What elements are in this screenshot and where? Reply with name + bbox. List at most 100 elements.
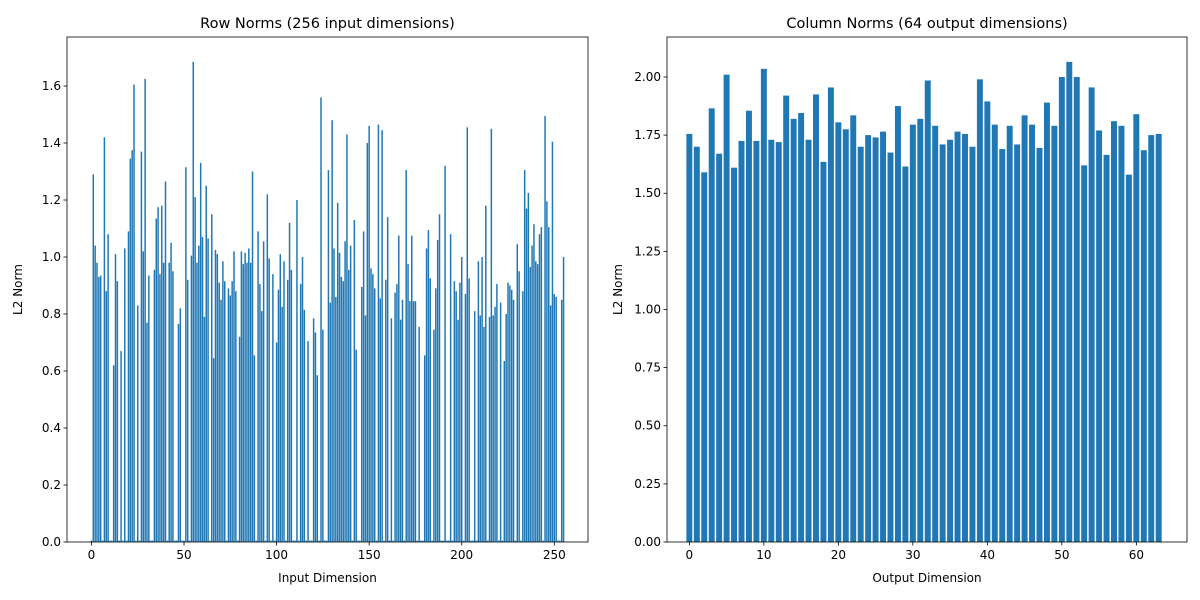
bar [446,540,448,542]
bar [272,274,274,542]
bar [1081,165,1088,543]
bar [105,291,107,542]
bar [939,144,946,543]
bar [133,84,135,543]
bar [436,239,439,542]
bar [175,540,178,542]
bar [142,251,145,542]
bar [548,227,550,543]
bar [379,298,382,542]
bar [364,315,367,542]
bar [381,130,383,542]
bar [198,245,200,542]
y-tick-label: 1.0 [42,250,61,264]
x-tick-label: 30 [905,548,920,562]
bar [209,540,211,542]
bar [414,301,417,542]
bar [211,214,213,542]
bar [562,257,565,542]
bar [170,242,172,543]
bar [457,319,459,542]
bar [549,305,552,542]
bar [1088,87,1095,543]
bar [157,207,159,543]
bar [416,540,419,542]
bar [962,133,968,543]
bar [522,291,524,542]
x-tick-label: 100 [265,548,288,562]
bar [368,125,370,543]
bar [453,281,456,542]
bar [301,257,304,542]
bar [924,80,931,542]
x-tick-label: 0 [88,548,96,562]
x-tick-label: 10 [756,548,771,562]
bar [842,129,849,542]
bar [222,261,224,542]
bar [460,257,463,542]
bar [536,264,539,542]
bar [111,540,113,542]
bar [555,296,557,542]
bar [236,540,239,542]
bar [431,540,433,542]
bar [329,302,332,542]
bar [327,170,330,542]
bar [1029,124,1036,542]
bar [505,314,507,542]
bar [553,294,556,542]
bar [90,540,93,542]
bar [394,292,396,542]
bar [693,146,700,542]
bar [405,170,407,542]
bar [1103,154,1110,543]
bar [164,181,167,543]
bar [423,355,426,542]
bar [455,291,457,542]
bar [118,540,120,542]
bar [542,540,544,542]
y-tick-label: 1.6 [42,79,61,93]
bar [466,127,469,542]
bar [783,95,790,543]
bar [999,149,1006,543]
bar [551,141,554,542]
bar [224,281,226,542]
axes-frame [666,36,1188,543]
bar [314,332,317,542]
bar [412,301,415,542]
bar [723,74,730,543]
bar [798,113,805,543]
y-tick-label: 1.75 [634,128,661,142]
bar [283,261,285,542]
bar [370,268,372,542]
bar [231,281,233,542]
bar [525,208,528,542]
bar [353,219,356,542]
x-tick-label: 50 [176,548,191,562]
bar [472,540,474,542]
bar [362,231,365,542]
bar [264,540,267,542]
bar [322,329,324,542]
bar [244,252,246,542]
bar [470,540,472,542]
y-tick-label: 0.50 [634,419,661,433]
bar [316,375,319,542]
bar [151,540,154,542]
bar [1066,61,1073,542]
bar [887,152,894,542]
bar [917,118,924,543]
bar [1036,147,1043,542]
bar [372,274,374,542]
bar [159,274,161,542]
bar [377,124,380,543]
x-tick-label: 0 [686,548,694,562]
bar [207,238,209,543]
bar [277,289,280,542]
bar [492,315,494,542]
bar [107,234,109,542]
bar [218,282,220,542]
bar [1125,174,1132,542]
